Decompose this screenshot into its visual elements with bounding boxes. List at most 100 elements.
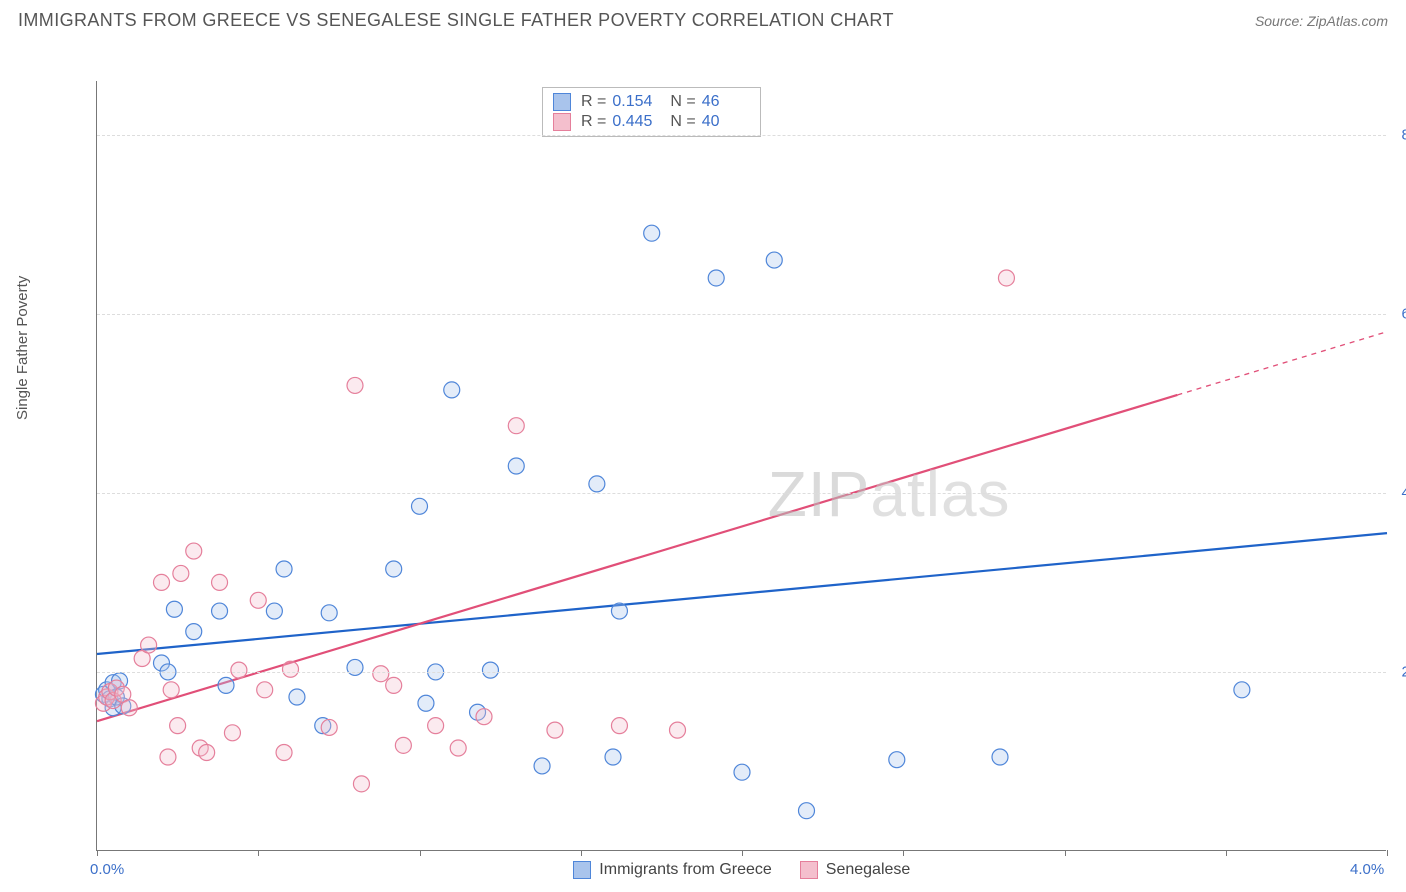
x-tick xyxy=(97,850,98,856)
data-point xyxy=(186,543,202,559)
x-tick xyxy=(1226,850,1227,856)
trend-line xyxy=(97,533,1387,654)
data-point xyxy=(257,682,273,698)
data-point xyxy=(283,661,299,677)
data-point xyxy=(450,740,466,756)
data-point xyxy=(160,749,176,765)
data-point xyxy=(708,270,724,286)
data-point xyxy=(611,603,627,619)
x-tick xyxy=(420,850,421,856)
source-attribution: Source: ZipAtlas.com xyxy=(1255,13,1388,29)
data-point xyxy=(889,752,905,768)
plot-svg xyxy=(97,81,1387,851)
data-point xyxy=(276,745,292,761)
data-point xyxy=(276,561,292,577)
data-point xyxy=(289,689,305,705)
trend-line-dashed xyxy=(1177,332,1387,395)
data-point xyxy=(611,718,627,734)
data-point xyxy=(992,749,1008,765)
watermark: ZIPatlas xyxy=(768,457,1011,531)
legend-swatch xyxy=(553,93,571,111)
header: IMMIGRANTS FROM GREECE VS SENEGALESE SIN… xyxy=(0,0,1406,37)
source-name: ZipAtlas.com xyxy=(1307,13,1388,29)
data-point xyxy=(186,624,202,640)
data-point xyxy=(321,605,337,621)
data-point xyxy=(799,803,815,819)
data-point xyxy=(766,252,782,268)
gridline xyxy=(97,672,1386,673)
watermark-light: atlas xyxy=(870,458,1010,530)
data-point xyxy=(412,498,428,514)
data-point xyxy=(170,718,186,734)
n-label: N = xyxy=(670,113,695,131)
stats-legend-row: R = 0.445N = 40 xyxy=(553,112,750,132)
data-point xyxy=(373,666,389,682)
series-legend: Immigrants from Greece Senegalese xyxy=(573,861,910,879)
y-axis-label: Single Father Poverty xyxy=(14,276,31,420)
data-point xyxy=(386,677,402,693)
data-point xyxy=(670,722,686,738)
data-point xyxy=(386,561,402,577)
y-tick-label: 20.0% xyxy=(1401,663,1406,680)
x-tick xyxy=(1065,850,1066,856)
source-prefix: Source: xyxy=(1255,13,1307,29)
data-point xyxy=(166,601,182,617)
plot-area: ZIPatlas R = 0.154N = 46R = 0.445N = 40 … xyxy=(96,81,1386,851)
data-point xyxy=(1234,682,1250,698)
x-axis-max-label: 4.0% xyxy=(1350,861,1384,878)
data-point xyxy=(547,722,563,738)
x-tick xyxy=(258,850,259,856)
gridline xyxy=(97,493,1386,494)
x-tick xyxy=(903,850,904,856)
data-point xyxy=(444,382,460,398)
data-point xyxy=(508,418,524,434)
n-label: N = xyxy=(670,93,695,111)
legend-item: Senegalese xyxy=(800,861,911,879)
y-tick-label: 40.0% xyxy=(1401,484,1406,501)
data-point xyxy=(218,677,234,693)
y-tick-label: 60.0% xyxy=(1401,305,1406,322)
data-point xyxy=(199,745,215,761)
data-point xyxy=(734,764,750,780)
data-point xyxy=(266,603,282,619)
x-tick xyxy=(742,850,743,856)
data-point xyxy=(154,574,170,590)
data-point xyxy=(605,749,621,765)
gridline xyxy=(97,314,1386,315)
data-point xyxy=(476,709,492,725)
stats-legend: R = 0.154 N = 46R = 0.445 N = 40 xyxy=(542,87,761,137)
stats-legend-row: R = 0.154 N = 46 xyxy=(553,92,750,112)
data-point xyxy=(644,225,660,241)
data-point xyxy=(395,737,411,753)
data-point xyxy=(508,458,524,474)
data-point xyxy=(163,682,179,698)
data-point xyxy=(428,718,444,734)
x-axis-min-label: 0.0% xyxy=(90,861,124,878)
data-point xyxy=(321,719,337,735)
legend-item: Immigrants from Greece xyxy=(573,861,771,879)
legend-label: Immigrants from Greece xyxy=(599,861,771,879)
data-point xyxy=(589,476,605,492)
data-point xyxy=(353,776,369,792)
r-label: R = xyxy=(581,93,606,111)
watermark-bold: ZIP xyxy=(768,458,871,530)
x-tick xyxy=(1387,850,1388,856)
legend-swatch xyxy=(573,861,591,879)
r-value: 0.154 xyxy=(612,93,660,111)
data-point xyxy=(224,725,240,741)
data-point xyxy=(482,662,498,678)
legend-swatch xyxy=(553,113,571,131)
data-point xyxy=(212,603,228,619)
data-point xyxy=(173,565,189,581)
data-point xyxy=(534,758,550,774)
r-value: 0.445 xyxy=(612,113,660,131)
legend-swatch xyxy=(800,861,818,879)
data-point xyxy=(141,637,157,653)
n-value: 40 xyxy=(702,113,750,131)
data-point xyxy=(418,695,434,711)
n-value: 46 xyxy=(702,93,750,111)
y-tick-label: 80.0% xyxy=(1401,126,1406,143)
x-tick xyxy=(581,850,582,856)
data-point xyxy=(998,270,1014,286)
data-point xyxy=(347,659,363,675)
